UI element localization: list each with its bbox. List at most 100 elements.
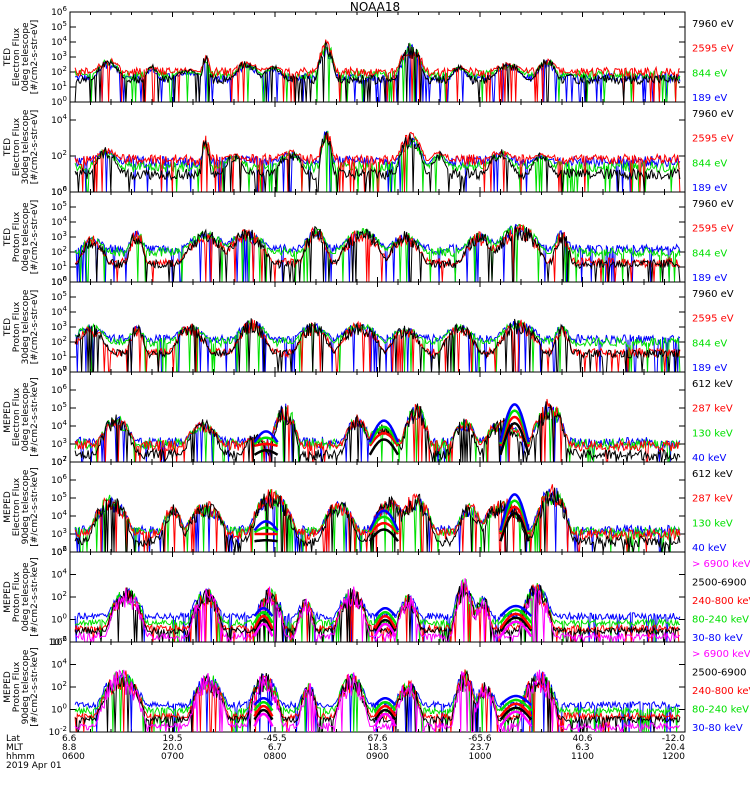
y-axis-label-line: TED (3, 48, 13, 67)
y-tick-label: 101 (51, 350, 67, 363)
y-tick-label: 100 (51, 613, 67, 626)
y-tick-label: 102 (51, 149, 67, 162)
legend-entry: 612 keV (692, 469, 733, 480)
y-axis-label-line: [#/cm2-s-str-eV] (30, 200, 40, 275)
legend-entry: 130 keV (692, 428, 733, 439)
x-tick-lat: 19.5 (162, 734, 182, 744)
y-axis-label-line: 30deg telescope (21, 109, 31, 184)
panel-6: 102 103 104 105 106 107 MEPED Electron Flux 90de… (3, 455, 733, 558)
y-axis-label-line: 0deg telescope (21, 202, 31, 272)
y-tick-label: 104 (51, 305, 67, 318)
pass-arc (253, 700, 274, 712)
series-line (74, 131, 681, 192)
pass-arc (368, 431, 400, 447)
pass-arc (499, 616, 533, 632)
panel-2: 100 102 104 TED Electron Flux 30deg telescope… (3, 101, 734, 198)
y-axis-label-line: 0deg telescope (21, 382, 31, 452)
x-row-label: Lat (6, 734, 21, 744)
y-axis-label-line: MEPED (3, 491, 13, 523)
y-tick-label: 103 (51, 437, 67, 450)
legend-entry: 80-240 keV (692, 615, 749, 626)
y-tick-label: 106 (51, 545, 67, 558)
legend-entry: 40 keV (692, 543, 726, 554)
y-tick-label: 104 (51, 35, 67, 48)
y-tick-label: 10-2 (49, 635, 67, 648)
pass-arc (499, 698, 533, 712)
y-tick-label: 101 (51, 260, 67, 273)
pass-arc (373, 622, 397, 637)
pass-arc (368, 509, 400, 531)
legend-entry: 2500-6900 (692, 668, 747, 679)
legend-entry: > 6900 keV (692, 559, 750, 570)
legend-entry: 189 eV (692, 93, 727, 104)
y-axis-label-line: 30deg telescope (21, 289, 31, 364)
legend-entry: 844 eV (692, 248, 727, 259)
x-tick-lat: 6.6 (62, 734, 77, 744)
y-axis-label-line: 90deg telescope (21, 469, 31, 544)
y-tick-label: 104 (51, 509, 67, 522)
y-tick-label: 103 (51, 527, 67, 540)
y-axis-label-line: TED (3, 318, 13, 337)
pass-arc (254, 442, 278, 448)
legend-entry: 2595 eV (692, 134, 734, 145)
series-line (75, 43, 681, 102)
y-tick-label: 100 (51, 275, 67, 288)
y-axis-label-line: [#/cm2-s-str-keV] (30, 647, 40, 726)
x-tick-lat: 40.6 (572, 734, 592, 744)
x-tick-hhmm: 0700 (161, 752, 184, 762)
y-tick-label: 106 (51, 185, 67, 198)
pass-arc (373, 614, 397, 630)
pass-arc (253, 712, 274, 727)
y-tick-label: 102 (51, 545, 67, 558)
y-tick-label: 104 (51, 419, 67, 432)
x-tick-mlt: 20.0 (162, 743, 182, 753)
y-axis-label-line: [#/cm2-s-str-eV] (30, 20, 40, 95)
series-line (74, 42, 681, 102)
x-tick-mlt: 23.7 (470, 743, 490, 753)
y-axis-label-line: Electron Flux (12, 117, 22, 176)
y-axis-label-line: Electron Flux (12, 27, 22, 86)
legend-entry: 287 keV (692, 404, 733, 415)
pass-arc (253, 526, 279, 534)
y-tick-label: 102 (51, 455, 67, 468)
series-line (74, 40, 681, 102)
pass-arc (499, 604, 533, 618)
x-date: 2019 Apr 01 (6, 761, 62, 771)
plot-area (74, 318, 681, 372)
y-tick-label: 105 (51, 491, 67, 504)
y-tick-label: 103 (51, 320, 67, 333)
y-tick-label: 102 (51, 65, 67, 78)
pass-arc (374, 697, 397, 706)
series-line (74, 669, 681, 732)
x-tick-mlt: 20.4 (665, 743, 685, 753)
panel-4: 100 101 102 103 104 105 106 TED Proton Flux 30deg… (3, 275, 734, 378)
y-axis-label-line: 0deg telescope (21, 562, 31, 632)
pass-arc (253, 449, 279, 456)
x-tick-lat: 67.6 (367, 734, 387, 744)
y-axis-label-line: Proton Flux (12, 211, 22, 262)
y-tick-label: 100 (51, 185, 67, 198)
y-tick-label: 102 (51, 245, 67, 258)
pass-arc (373, 607, 397, 617)
y-axis-label-line: [#/cm2-s-str-eV] (30, 290, 40, 365)
plot-area (74, 398, 681, 462)
y-tick-label: 100 (51, 703, 67, 716)
pass-arc (368, 438, 400, 456)
y-tick-label: 103 (51, 230, 67, 243)
legend-entry: 7960 eV (692, 109, 734, 120)
legend-entry: 130 keV (692, 518, 733, 529)
x-tick-lat: -12.0 (662, 734, 686, 744)
legend-entry: 7960 eV (692, 19, 734, 30)
series-line (74, 578, 680, 642)
y-tick-label: 107 (51, 455, 67, 468)
legend-entry: 844 eV (692, 68, 727, 79)
x-tick-mlt: 18.3 (367, 743, 387, 753)
pass-arc (499, 694, 533, 706)
chart-title: NOAA18 (349, 0, 401, 14)
y-axis-label-line: Electron Flux (12, 477, 22, 536)
pass-arc (499, 620, 533, 638)
x-tick-hhmm: 1100 (571, 752, 594, 762)
panel-5: 102 103 104 105 106 107 MEPED Electron Flux 0deg… (3, 365, 733, 468)
pass-arc (499, 512, 530, 542)
y-tick-label: 106 (51, 473, 67, 486)
